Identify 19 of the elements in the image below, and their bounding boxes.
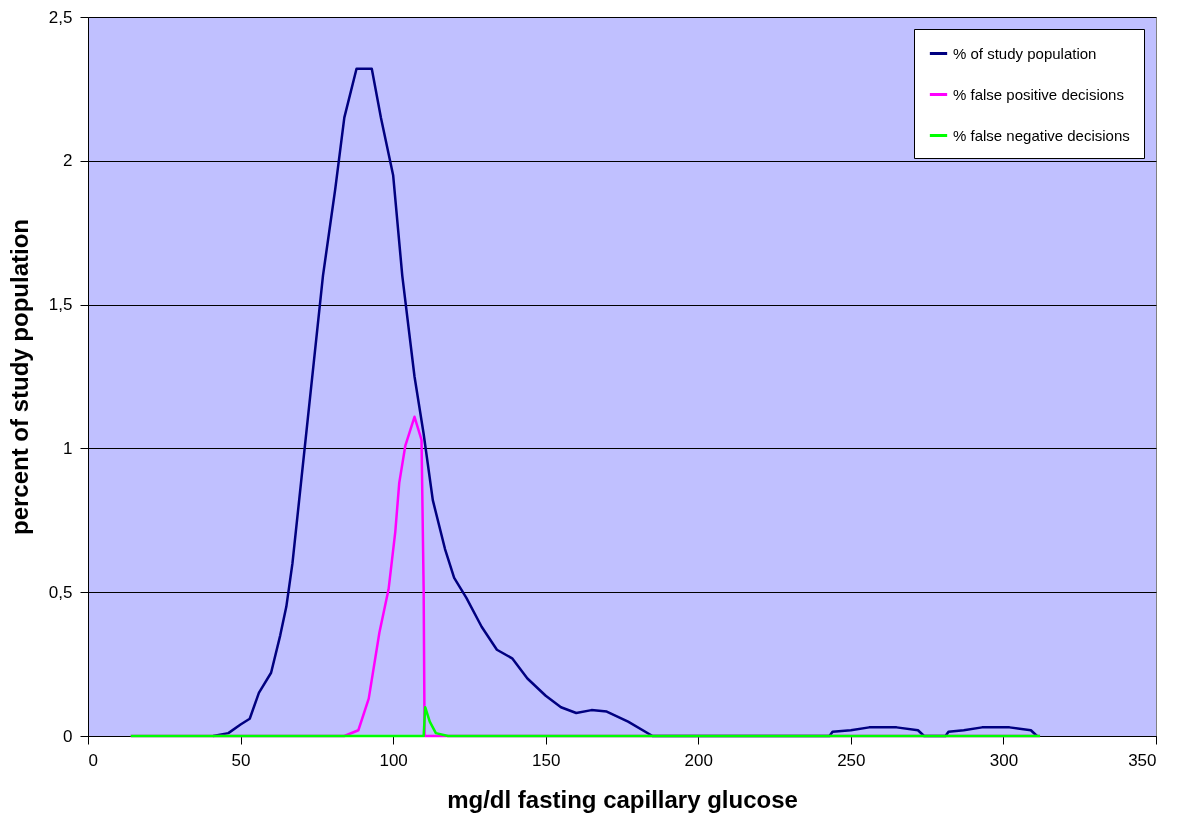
x-axis-title: mg/dl fasting capillary glucose — [447, 785, 798, 813]
legend-label: % of study population — [953, 44, 1097, 62]
x-tick-label: 250 — [837, 750, 866, 770]
x-tick-label: 50 — [231, 750, 251, 770]
y-tick-label: 1,5 — [48, 295, 73, 315]
legend-label: % false positive decisions — [953, 85, 1124, 103]
y-tick-label: 1 — [63, 438, 73, 458]
x-tick-label: 100 — [379, 750, 408, 770]
y-tick-label: 2,5 — [48, 7, 73, 27]
y-axis-title: percent of study population — [5, 219, 33, 535]
y-tick-label: 0,5 — [48, 582, 73, 602]
x-tick-label: 350 — [1128, 750, 1157, 770]
y-tick-label: 2 — [63, 151, 73, 171]
legend-label: % false negative decisions — [953, 126, 1130, 144]
x-tick-label: 200 — [684, 750, 713, 770]
x-tick-label: 300 — [989, 750, 1019, 770]
x-tick-label: 0 — [88, 750, 98, 770]
x-tick-label: 150 — [532, 750, 561, 770]
y-tick-label: 0 — [63, 726, 73, 746]
